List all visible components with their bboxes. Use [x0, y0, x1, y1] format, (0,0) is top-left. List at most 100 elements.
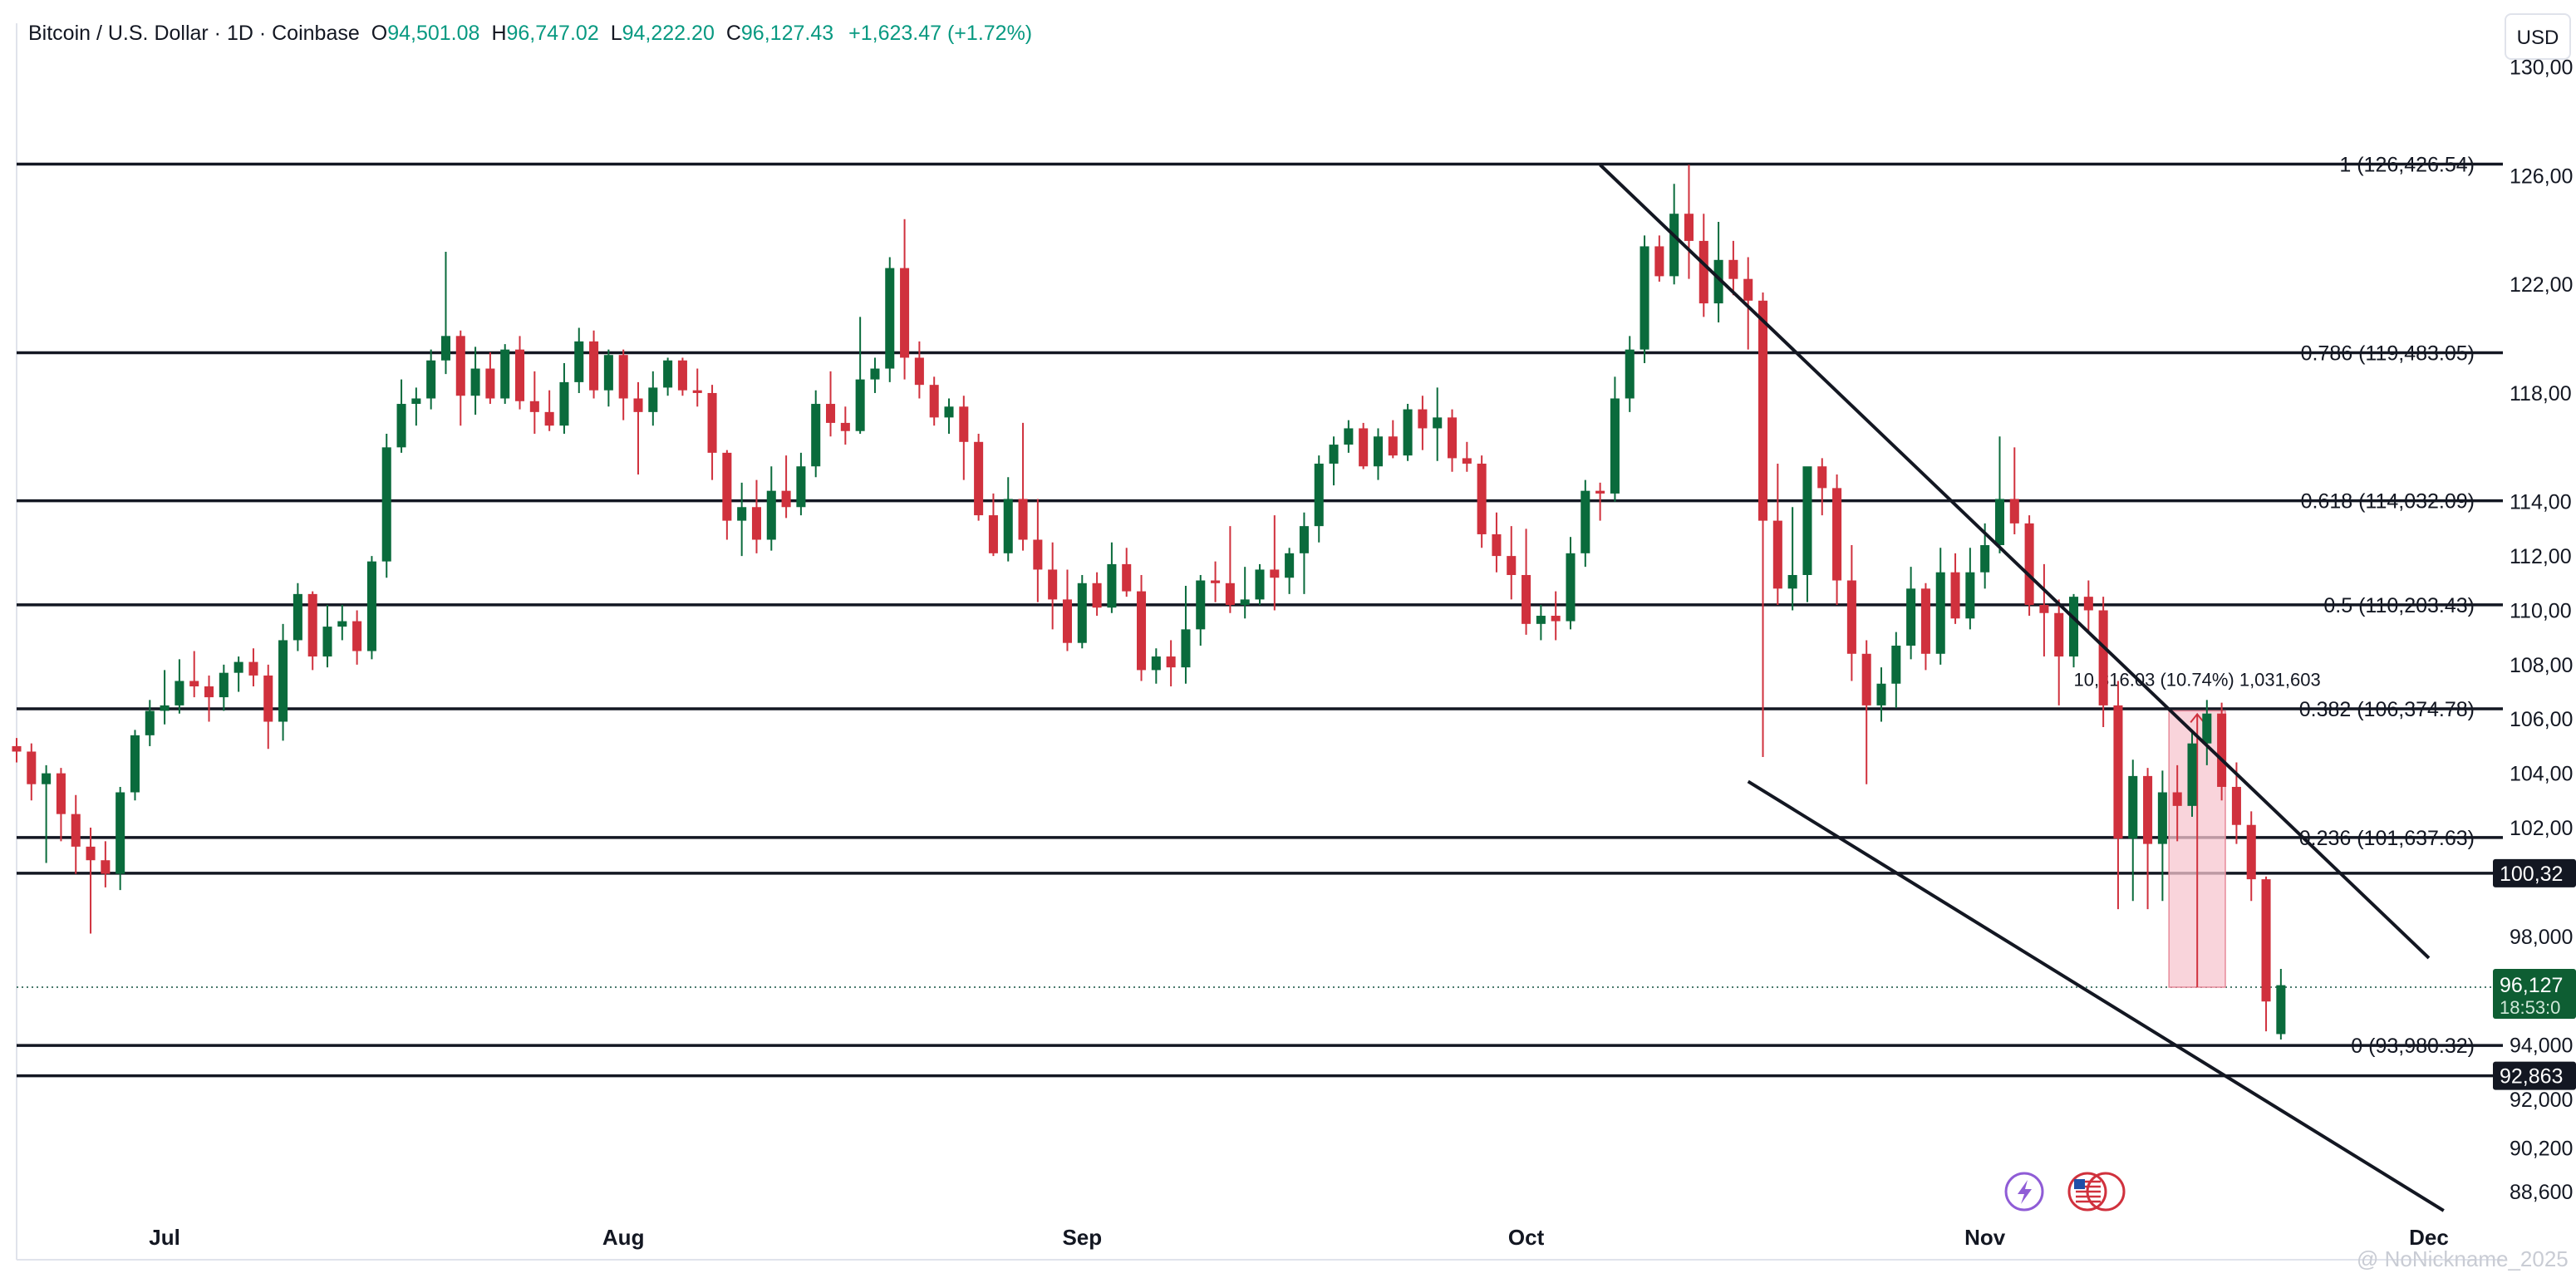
candle-body[interactable] [1935, 572, 1945, 654]
candle-body[interactable] [1240, 599, 1250, 605]
candle-body[interactable] [1536, 616, 1546, 624]
candle-body[interactable] [1062, 599, 1072, 643]
candle-body[interactable] [1314, 463, 1324, 527]
candle-body[interactable] [1285, 553, 1295, 578]
candle-body[interactable] [2172, 792, 2182, 806]
candle-body[interactable] [1654, 246, 1664, 277]
candle-body[interactable] [1610, 398, 1620, 494]
trendline[interactable] [1747, 779, 2445, 1212]
candle-body[interactable] [2187, 743, 2197, 806]
candle-body[interactable] [411, 398, 421, 405]
candle-body[interactable] [1876, 683, 1886, 705]
candle-body[interactable] [766, 490, 776, 540]
candle-body[interactable] [2083, 597, 2093, 611]
candle-body[interactable] [2276, 985, 2286, 1035]
candle-body[interactable] [440, 336, 450, 361]
candle-body[interactable] [603, 355, 613, 391]
candle-body[interactable] [1817, 466, 1827, 489]
candle-body[interactable] [1551, 616, 1561, 622]
candle-body[interactable] [101, 860, 111, 874]
candle-body[interactable] [870, 368, 880, 380]
candle-body[interactable] [900, 268, 910, 358]
candle-body[interactable] [1462, 458, 1472, 464]
candle-body[interactable] [2128, 775, 2138, 839]
candle-body[interactable] [796, 466, 806, 508]
candle-body[interactable] [1225, 583, 1235, 605]
candle-body[interactable] [2098, 610, 2108, 705]
candle-body[interactable] [278, 640, 288, 722]
candle-body[interactable] [914, 357, 924, 386]
candle-body[interactable] [929, 385, 939, 418]
candle-body[interactable] [381, 447, 391, 562]
candle-body[interactable] [544, 411, 554, 426]
candle-body[interactable] [248, 661, 258, 676]
candle-body[interactable] [692, 390, 702, 393]
candle-body[interactable] [707, 392, 717, 453]
candle-body[interactable] [2024, 523, 2034, 605]
candle-body[interactable] [1151, 656, 1161, 671]
candle-body[interactable] [1107, 563, 1117, 608]
candle-body[interactable] [1344, 428, 1354, 445]
candle-body[interactable] [529, 401, 539, 412]
candle-body[interactable] [1891, 645, 1901, 684]
candle-body[interactable] [1684, 214, 1694, 241]
candle-body[interactable] [1772, 520, 1782, 589]
candle-body[interactable] [944, 406, 954, 418]
candle-body[interactable] [1033, 539, 1043, 570]
candle-body[interactable] [175, 681, 184, 705]
candle-body[interactable] [677, 360, 687, 391]
candle-body[interactable] [2246, 824, 2256, 880]
candle-body[interactable] [1492, 533, 1502, 557]
candle-body[interactable] [648, 387, 658, 412]
candle-body[interactable] [322, 627, 332, 657]
candle-body[interactable] [722, 452, 732, 521]
candle-body[interactable] [1994, 499, 2004, 546]
candle-body[interactable] [12, 745, 22, 752]
candle-body[interactable] [1433, 417, 1443, 429]
candle-body[interactable] [574, 341, 584, 382]
candle-body[interactable] [988, 515, 998, 553]
candle-body[interactable] [618, 355, 628, 399]
candle-body[interactable] [352, 621, 362, 651]
candle-body[interactable] [1448, 417, 1458, 459]
candle-body[interactable] [1299, 526, 1309, 553]
candle-body[interactable] [145, 710, 155, 735]
candle-body[interactable] [2202, 713, 2212, 744]
candle-body[interactable] [1181, 629, 1191, 668]
candle-body[interactable] [826, 404, 836, 423]
candle-body[interactable] [855, 379, 865, 431]
candle-body[interactable] [500, 349, 510, 399]
candle-body[interactable] [1950, 572, 1960, 619]
candle-body[interactable] [1698, 240, 1708, 304]
candle-body[interactable] [71, 814, 81, 847]
candle-body[interactable] [234, 661, 243, 673]
candle-body[interactable] [1846, 580, 1856, 654]
candle-body[interactable] [219, 672, 229, 698]
candle-body[interactable] [42, 773, 52, 784]
currency-button[interactable]: USD [2505, 13, 2571, 60]
candle-body[interactable] [2054, 612, 2064, 657]
candle-body[interactable] [2009, 499, 2019, 524]
us-flag-event-icon-secondary[interactable] [2086, 1172, 2126, 1212]
candle-body[interactable] [1861, 653, 1871, 705]
candle-body[interactable] [396, 404, 406, 448]
candle-body[interactable] [1522, 574, 1531, 624]
candle-body[interactable] [1639, 246, 1649, 350]
candle-body[interactable] [307, 593, 317, 657]
candle-body[interactable] [1906, 588, 1916, 646]
candle-body[interactable] [1832, 488, 1842, 581]
candle-body[interactable] [515, 349, 525, 401]
candle-body[interactable] [1965, 572, 1975, 619]
candle-body[interactable] [1758, 300, 1768, 521]
trendline[interactable] [1599, 163, 2431, 960]
candle-body[interactable] [2039, 604, 2049, 613]
candle-body[interactable] [1048, 569, 1058, 600]
candle-body[interactable] [130, 735, 140, 793]
candle-body[interactable] [559, 381, 569, 426]
candle-body[interactable] [1255, 569, 1265, 600]
candle-body[interactable] [1092, 583, 1102, 608]
candle-body[interactable] [426, 360, 436, 399]
candle-body[interactable] [737, 507, 747, 521]
candle-body[interactable] [663, 360, 673, 388]
